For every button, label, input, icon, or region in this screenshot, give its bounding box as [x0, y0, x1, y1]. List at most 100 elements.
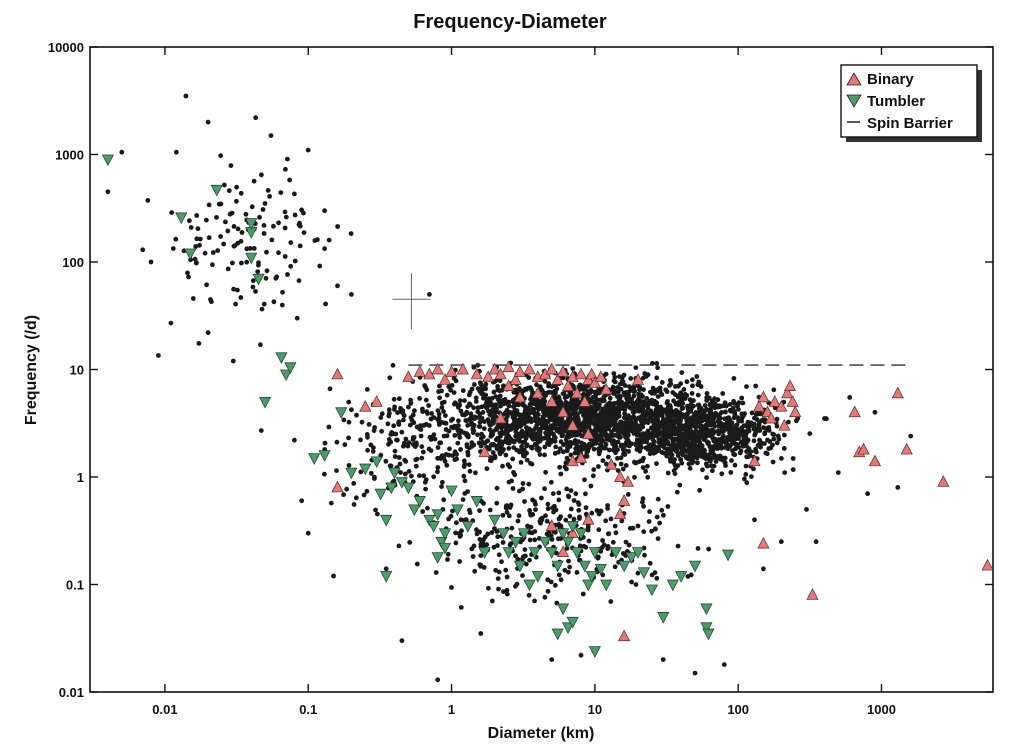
general-point [506, 513, 512, 519]
general-point [408, 397, 413, 403]
general-point [728, 424, 733, 429]
general-point [185, 270, 190, 276]
general-point [537, 452, 543, 457]
general-point [663, 387, 669, 393]
general-point [722, 455, 728, 461]
general-point [603, 414, 609, 419]
general-point [591, 467, 597, 472]
general-point [518, 460, 524, 465]
general-point [448, 387, 453, 393]
general-point [397, 461, 403, 467]
general-point [334, 439, 340, 445]
tumbler-point [523, 579, 536, 592]
general-point [504, 400, 510, 406]
binary-point [556, 405, 570, 418]
general-point [545, 501, 551, 507]
general-point [556, 421, 562, 427]
general-point [639, 432, 645, 438]
general-point [655, 536, 661, 541]
general-point [712, 423, 718, 429]
general-point [669, 426, 675, 432]
y-axis-ticks: 0.01 0.1 1 10 100 1000 10000 [48, 40, 993, 700]
general-point [481, 565, 487, 570]
general-point [618, 434, 623, 440]
general-point [572, 438, 578, 444]
general-point [499, 559, 504, 565]
binary-point [502, 379, 515, 392]
general-point [620, 379, 626, 385]
tumbler-point [666, 579, 679, 592]
binary-point [402, 370, 415, 382]
general-point [457, 398, 463, 404]
general-point [592, 406, 597, 412]
general-point [807, 431, 813, 436]
general-point [533, 507, 538, 512]
general-point [645, 435, 651, 441]
general-point [685, 443, 691, 449]
binary-point [331, 367, 344, 380]
general-point [371, 445, 376, 451]
general-point [431, 474, 437, 480]
general-point [568, 488, 574, 493]
general-point [732, 452, 738, 458]
general-point [368, 470, 374, 476]
general-point [105, 189, 111, 195]
general-point [233, 301, 239, 307]
general-point [454, 520, 459, 526]
general-point [720, 403, 726, 409]
general-point [561, 442, 566, 448]
general-point [486, 446, 492, 452]
tumbler-point [517, 528, 531, 540]
general-point [660, 657, 666, 662]
general-point [654, 408, 659, 413]
general-point [549, 657, 555, 662]
binary-points [331, 360, 994, 642]
general-point [571, 498, 577, 503]
general-point [702, 403, 708, 408]
general-point [497, 393, 503, 399]
general-point [305, 147, 311, 153]
general-point [387, 411, 392, 416]
general-point [504, 509, 510, 515]
general-point [547, 409, 553, 414]
general-point [507, 542, 513, 548]
general-point [556, 490, 562, 496]
legend-label-tumbler: Tumbler [867, 93, 925, 110]
general-point [526, 481, 532, 487]
general-point [653, 414, 659, 419]
general-point [575, 415, 581, 421]
general-point [478, 553, 484, 558]
general-point [505, 410, 511, 416]
general-point [628, 376, 634, 381]
general-point [439, 388, 444, 394]
general-point [548, 479, 554, 485]
general-point [672, 430, 677, 435]
general-point [344, 486, 350, 492]
general-point [545, 588, 551, 594]
general-point [705, 453, 710, 458]
general-point [588, 407, 593, 412]
general-point [287, 177, 292, 183]
binary-point [488, 362, 501, 375]
x-axis-label: Diameter (km) [488, 725, 595, 742]
general-point [482, 419, 487, 424]
tumbler-points [101, 154, 735, 658]
general-point [358, 437, 363, 443]
general-point [619, 518, 625, 524]
general-point [624, 439, 629, 445]
general-point [477, 424, 483, 429]
general-point [739, 395, 745, 401]
general-point [427, 292, 432, 297]
general-point [556, 497, 562, 503]
general-point [701, 414, 706, 419]
general-point [629, 579, 634, 585]
general-point [346, 399, 352, 405]
general-point [623, 539, 629, 545]
binary-point [570, 386, 584, 399]
general-point [565, 444, 570, 450]
general-point [359, 419, 365, 425]
general-point [633, 460, 638, 466]
general-point [485, 403, 491, 409]
general-point [473, 395, 479, 401]
general-point [510, 486, 516, 491]
